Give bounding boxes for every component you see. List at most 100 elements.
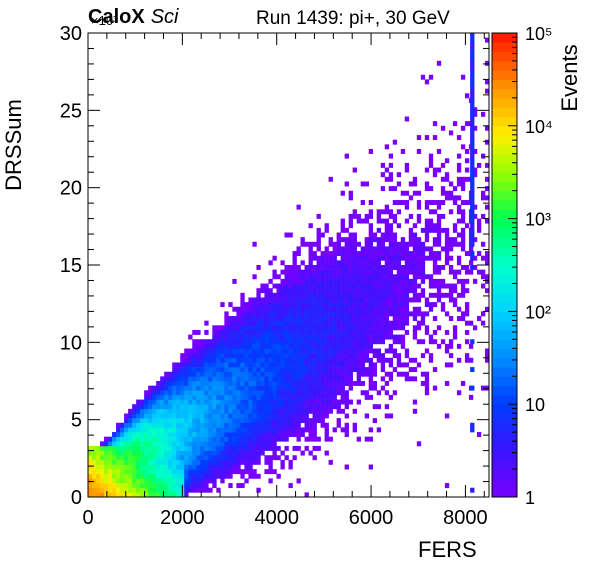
heatmap-bin	[456, 181, 462, 187]
heatmap-bin	[140, 441, 145, 447]
heatmap-bin	[244, 371, 249, 377]
heatmap-bin	[236, 381, 241, 386]
heatmap-bin	[224, 371, 229, 377]
heatmap-bin	[316, 348, 321, 354]
heatmap-bin	[136, 399, 141, 405]
heatmap-bin	[392, 390, 398, 396]
heatmap-bin	[120, 455, 125, 461]
heatmap-bin	[332, 362, 337, 368]
heatmap-bin	[284, 265, 289, 270]
heatmap-bin	[196, 348, 201, 354]
heatmap-bin	[156, 394, 161, 400]
heatmap-bin	[470, 172, 475, 178]
heatmap-bin	[376, 404, 382, 410]
heatmap-bin	[280, 316, 285, 321]
heatmap-bin	[284, 408, 289, 414]
heatmap-bin	[404, 311, 410, 317]
heatmap-bin	[416, 274, 422, 280]
heatmap-bin	[428, 302, 434, 308]
heatmap-bin	[344, 278, 349, 284]
heatmap-bin	[380, 334, 386, 340]
heatmap-bin	[272, 399, 277, 405]
heatmap-bin	[340, 255, 345, 261]
heatmap-bin	[300, 329, 305, 335]
heatmap-bin	[216, 408, 221, 414]
heatmap-bin	[232, 464, 237, 470]
heatmap-bin	[476, 218, 482, 224]
heatmap-bin	[240, 436, 245, 442]
heatmap-bin	[444, 241, 450, 247]
heatmap-bin	[364, 353, 369, 359]
heatmap-bin	[392, 255, 398, 261]
heatmap-bin	[192, 422, 197, 428]
heatmap-bin	[260, 334, 265, 340]
heatmap-bin	[332, 241, 337, 247]
heatmap-bin	[252, 297, 257, 303]
colorbar-band	[492, 274, 517, 285]
heatmap-bin	[444, 413, 450, 419]
heatmap-bin	[268, 404, 273, 410]
heatmap-bin	[224, 422, 229, 428]
heatmap-bin	[344, 274, 349, 280]
heatmap-bin	[296, 320, 301, 326]
heatmap-bin	[268, 343, 273, 349]
heatmap-bin	[200, 353, 205, 359]
heatmap-bin	[136, 441, 141, 447]
heatmap-bin	[484, 274, 490, 280]
heatmap-bin	[384, 274, 390, 280]
heatmap-bin	[124, 432, 129, 437]
heatmap-bin	[340, 408, 345, 414]
heatmap-bin	[292, 348, 297, 354]
heatmap-bin	[356, 316, 361, 321]
heatmap-bin	[276, 343, 281, 349]
heatmap-bin	[384, 302, 390, 308]
heatmap-bin	[324, 288, 329, 294]
heatmap-bin	[444, 227, 450, 233]
heatmap-bin	[340, 292, 345, 298]
heatmap-bin	[176, 422, 181, 428]
heatmap-bin	[412, 255, 418, 261]
heatmap-bin	[216, 371, 221, 377]
heatmap-bin	[272, 311, 277, 317]
heatmap-bin	[224, 353, 229, 359]
heatmap-bin	[300, 450, 305, 456]
heatmap-bin	[308, 297, 313, 303]
heatmap-bin	[228, 413, 233, 419]
heatmap-bin	[428, 74, 434, 80]
heatmap-bin	[208, 459, 213, 465]
heatmap-bin	[148, 473, 153, 479]
heatmap-bin	[260, 306, 265, 312]
heatmap-bin	[268, 278, 273, 284]
heatmap-bin	[272, 390, 277, 396]
heatmap-bin	[280, 362, 285, 368]
heatmap-bin	[160, 394, 165, 400]
heatmap-bin	[144, 413, 149, 419]
heatmap-bin	[428, 334, 434, 340]
heatmap-bin	[232, 390, 237, 396]
heatmap-bin	[184, 408, 189, 414]
heatmap-bin	[244, 408, 249, 414]
heatmap-bin	[472, 237, 478, 243]
heatmap-bin	[288, 288, 293, 294]
heatmap-bin	[320, 292, 325, 298]
heatmap-bin	[216, 325, 221, 331]
heatmap-bin	[316, 246, 321, 252]
heatmap-bin	[228, 390, 233, 396]
heatmap-bin	[172, 408, 177, 414]
heatmap-bin	[180, 418, 185, 424]
heatmap-bin	[384, 329, 390, 335]
heatmap-bin	[344, 353, 349, 359]
heatmap-bin	[288, 385, 293, 391]
heatmap-bin	[332, 325, 337, 331]
heatmap-bin	[232, 353, 237, 359]
heatmap-bin	[172, 390, 177, 396]
heatmap-bin	[216, 450, 221, 456]
heatmap-bin	[284, 334, 289, 340]
heatmap-bin	[256, 432, 261, 437]
heatmap-bin	[184, 492, 189, 498]
heatmap-bin	[248, 469, 253, 475]
heatmap-bin	[328, 329, 333, 335]
heatmap-bin	[484, 255, 490, 261]
heatmap-bin	[128, 473, 133, 479]
heatmap-bin	[168, 432, 173, 437]
